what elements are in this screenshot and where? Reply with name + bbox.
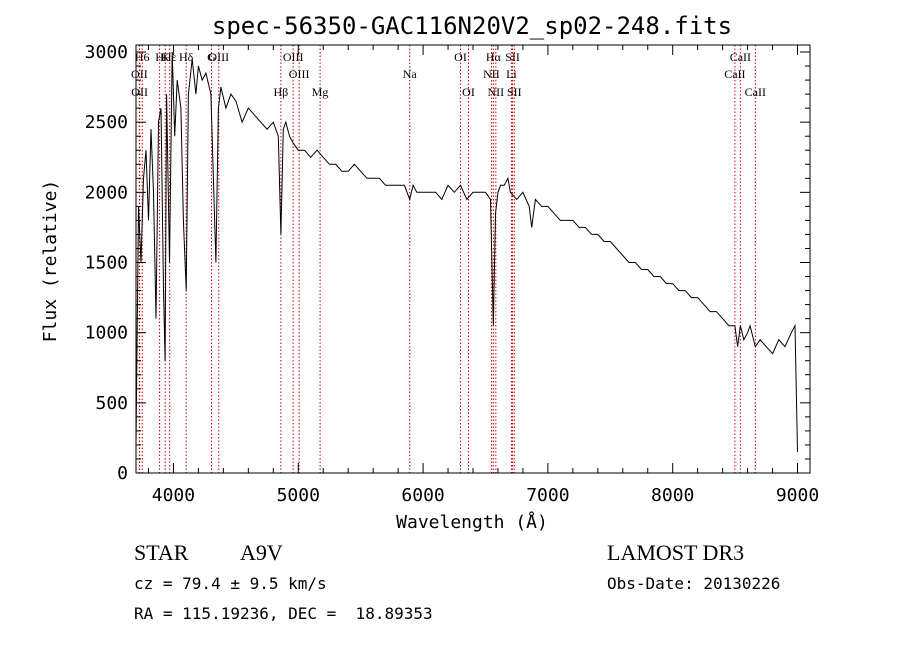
chart-title: spec-56350-GAC116N20V2_sp02-248.fits [212, 12, 732, 40]
line-label-19: Hβ [274, 85, 289, 99]
x-tick-label-6000: 6000 [401, 485, 444, 506]
x-tick-label-5000: 5000 [277, 485, 320, 506]
x-tick-label-7000: 7000 [526, 485, 569, 506]
y-tick-label-3000: 3000 [85, 42, 128, 63]
x-tick-label-8000: 8000 [651, 485, 694, 506]
x-axis-ticks: 4000 5000 6000 7000 8000 9000 [147, 45, 819, 506]
x-tick-label-9000: 9000 [776, 485, 819, 506]
line-label-14: Na [403, 67, 418, 81]
line-label-15: NII [483, 67, 500, 81]
line-label-0: H6 [135, 50, 150, 64]
y-tick-label-2500: 2500 [85, 112, 128, 133]
line-label-2: H [155, 50, 164, 64]
spectral-subclass: A9V [240, 540, 283, 565]
line-label-24: CaII [745, 85, 766, 99]
line-label-4: Hδ [179, 50, 194, 64]
plot-frame [135, 44, 811, 474]
y-tick-label-0: 0 [117, 463, 128, 484]
line-label-8: OI [454, 50, 467, 64]
line-label-23: SII [507, 85, 522, 99]
line-label-20: Mg [312, 85, 329, 99]
line-label-5: G [207, 50, 216, 64]
line-label-13: OIII [289, 67, 310, 81]
line-label-6: OIII [208, 50, 229, 64]
y-tick-label-2000: 2000 [85, 182, 128, 203]
x-axis-label: Wavelength (Å) [396, 511, 548, 533]
line-label-17: CaII [724, 67, 745, 81]
survey-name: LAMOST DR3 [607, 540, 745, 565]
object-class: STAR [134, 540, 189, 565]
line-label-16: Li [506, 67, 517, 81]
y-tick-label-500: 500 [95, 393, 128, 414]
line-label-9: Hα [486, 50, 502, 64]
spectrum-series-line [135, 51, 798, 453]
observation-date: Obs-Date: 20130226 [607, 574, 781, 593]
ra-dec-coordinates: RA = 115.19236, DEC = 18.89353 [134, 604, 433, 623]
y-tick-label-1000: 1000 [85, 323, 128, 344]
redshift-velocity: cz = 79.4 ± 9.5 km/s [134, 574, 327, 593]
y-axis-ticks: 0 500 1000 1500 2000 2500 3000 [85, 42, 810, 484]
line-label-11: CaII [730, 50, 751, 64]
y-tick-label-1500: 1500 [85, 253, 128, 274]
line-label-7: OIII [283, 50, 304, 64]
y-axis-label: Flux (relative) [40, 180, 61, 343]
x-tick-label-4000: 4000 [152, 485, 195, 506]
spectral-line-markers [138, 45, 756, 473]
line-label-22: NII [488, 85, 505, 99]
line-label-21: OI [462, 85, 475, 99]
line-label-12: OII [131, 67, 148, 81]
line-label-10: SII [505, 50, 520, 64]
line-label-18: OII [131, 85, 148, 99]
line-label-1: K [161, 50, 170, 64]
line-label-3: Hε [163, 50, 177, 64]
